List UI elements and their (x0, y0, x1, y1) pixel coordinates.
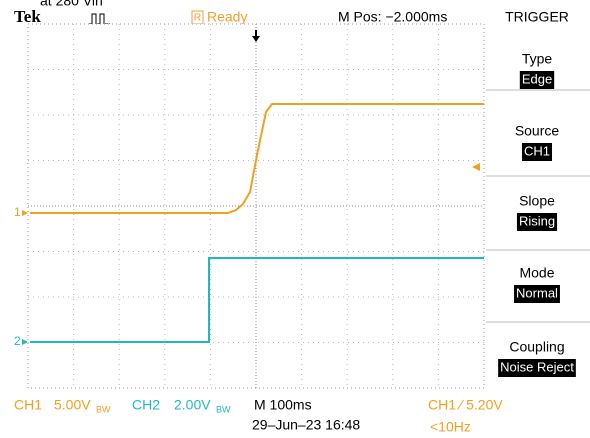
frequency: <10Hz (430, 419, 471, 435)
ch2-label: CH2 (132, 397, 160, 413)
ch2-scale: 2.00V (174, 397, 211, 413)
menu-value: CH1 (524, 143, 550, 158)
date: 29–Jun–23 16:48 (252, 417, 360, 433)
menu-value: Rising (519, 213, 555, 228)
menu-label: Mode (519, 265, 554, 281)
ch1-label: CH1 (14, 397, 42, 413)
ch1-trace (30, 103, 484, 214)
ch1-bw: BW (96, 404, 111, 414)
ch1-scale: 5.00V (54, 397, 91, 413)
menu-value: Normal (516, 285, 558, 300)
ch2-bw: BW (216, 404, 231, 414)
ch1-marker: 1 (14, 205, 21, 219)
trigger-level (472, 163, 480, 171)
ch2-arrow (22, 339, 28, 345)
brand: Tek (14, 7, 41, 26)
menu-label: Source (515, 123, 560, 139)
position: M Pos: −2.000ms (338, 9, 447, 25)
menu-value-bg (519, 71, 555, 89)
timebase: M 100ms (254, 397, 312, 413)
trigger-position (252, 30, 260, 42)
ch2-marker: 2 (14, 334, 21, 348)
menu-value-bg (498, 359, 576, 377)
menu-value: Noise Reject (500, 359, 574, 374)
status-icon: R (194, 13, 201, 24)
acq-icon (88, 13, 110, 25)
status: Ready (207, 9, 247, 25)
trigger-menu (486, 89, 590, 323)
ch1-arrow (22, 210, 28, 216)
trigger-setting: CH1 ∕ 5.20V (428, 397, 503, 413)
menu-value: Edge (522, 71, 552, 86)
menu-label: Coupling (509, 339, 564, 355)
caption: at 280 Vin (40, 0, 103, 9)
menu-value-bg (516, 213, 558, 231)
menu-title: TRIGGER (505, 9, 569, 25)
menu-value-bg (514, 285, 560, 303)
menu-label: Slope (519, 193, 555, 209)
menu-value-bg (521, 143, 553, 161)
menu-items: Type Edge Source CH1 Slope Rising Mode Normal Co… (498, 51, 576, 377)
graticule (27, 23, 485, 389)
menu-label: Type (522, 51, 553, 67)
ch2-trace (30, 257, 484, 343)
